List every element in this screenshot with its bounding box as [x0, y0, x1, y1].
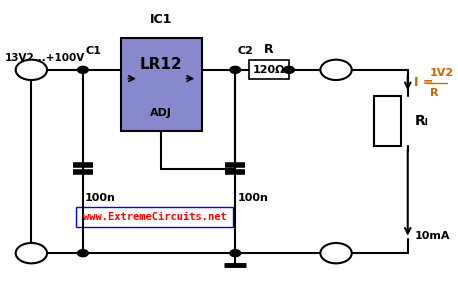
Circle shape [321, 60, 352, 80]
Circle shape [77, 66, 88, 73]
Text: 100n: 100n [238, 193, 268, 203]
Text: +: + [330, 63, 342, 77]
FancyBboxPatch shape [121, 38, 202, 131]
Circle shape [321, 243, 352, 263]
Text: ADJ: ADJ [150, 109, 172, 118]
Text: IC1: IC1 [150, 13, 173, 26]
Circle shape [284, 66, 294, 73]
Text: 1V2: 1V2 [430, 68, 454, 78]
Circle shape [230, 250, 240, 257]
Bar [249, 61, 289, 79]
Text: o: o [333, 248, 339, 258]
Text: Rₗ: Rₗ [414, 114, 428, 128]
Circle shape [77, 250, 88, 257]
Text: C2: C2 [238, 46, 253, 56]
Circle shape [16, 60, 47, 80]
Text: o: o [28, 248, 35, 258]
Text: www.ExtremeCircuits.net: www.ExtremeCircuits.net [83, 212, 226, 222]
Circle shape [16, 243, 47, 263]
Text: +: + [26, 63, 37, 77]
Circle shape [230, 66, 240, 73]
Text: 100n: 100n [85, 193, 116, 203]
Text: R: R [430, 88, 439, 98]
FancyBboxPatch shape [76, 207, 233, 227]
Text: 120Ω: 120Ω [253, 65, 285, 75]
Text: I =: I = [414, 77, 438, 89]
Text: R: R [264, 43, 274, 56]
Text: 10mA: 10mA [414, 231, 450, 241]
Bar [374, 96, 401, 146]
Text: C1: C1 [85, 46, 101, 56]
Text: 13V2...+100V: 13V2...+100V [5, 53, 85, 63]
Text: LR12: LR12 [140, 56, 183, 72]
